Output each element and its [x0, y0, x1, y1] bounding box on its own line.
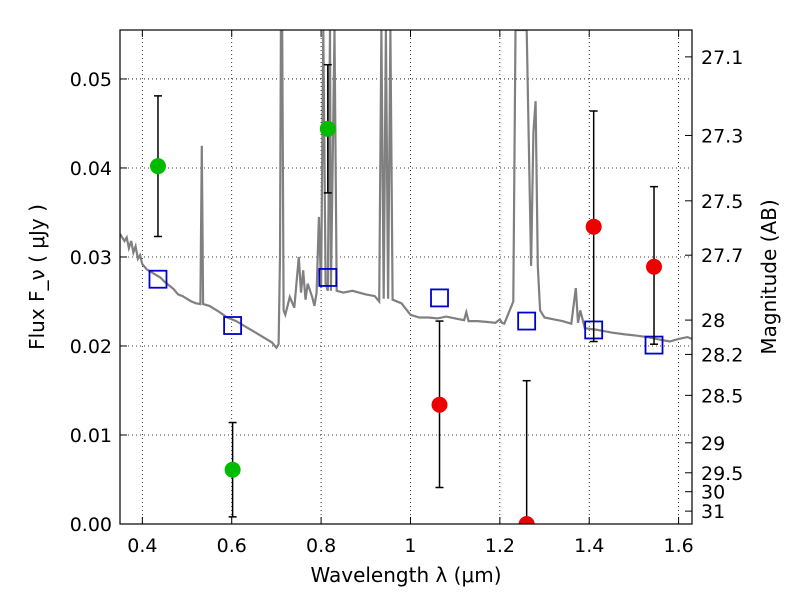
photometry-point	[646, 258, 663, 275]
y-tick-label: 0.00	[70, 514, 112, 536]
x-tick-label: 0.8	[306, 535, 336, 557]
magnitude-tick-label: 30	[701, 482, 725, 504]
magnitude-tick-label: 31	[701, 501, 725, 523]
x-axis-label: Wavelength λ (μm)	[310, 563, 501, 587]
magnitude-tick-label: 27.5	[701, 191, 743, 213]
x-tick-label: 0.6	[217, 535, 247, 557]
model-photometry-square	[430, 288, 449, 308]
model-photometry-square	[223, 316, 243, 335]
model-photometry-square	[517, 311, 537, 331]
x-tick-label: 1.2	[485, 535, 515, 557]
y-tick-label: 0.05	[70, 69, 112, 91]
photometry-points	[149, 120, 663, 524]
plot-frame	[119, 29, 693, 525]
model-photometry-square	[148, 269, 168, 289]
magnitude-tick-label: 28.2	[701, 344, 743, 366]
model-photometry-square	[318, 268, 338, 287]
photometry-point	[518, 516, 535, 524]
photometry-point	[224, 461, 241, 478]
x-tick-label: 1	[404, 535, 416, 557]
y-tick-label: 0.03	[70, 247, 112, 269]
model-spectrum-line	[120, 30, 692, 350]
magnitude-tick-label: 27.7	[701, 245, 743, 267]
magnitude-tick-label: 27.1	[701, 47, 743, 69]
y-axis-ticks: 0.00 0.01 0.02 0.03 0.04 0.05	[70, 69, 127, 536]
magnitude-tick-label: 29.5	[701, 463, 743, 485]
magnitude-axis-label: Magnitude (AB)	[757, 199, 781, 354]
photometry-point	[431, 396, 448, 413]
x-tick-label: 1.6	[663, 535, 693, 557]
x-axis-ticks: 0.4 0.6 0.8 1 1.2 1.4 1.6	[127, 30, 694, 557]
y-tick-label: 0.01	[70, 425, 112, 447]
photometry-point	[149, 158, 166, 175]
magnitude-tick-label: 29	[701, 433, 725, 455]
x-tick-label: 1.4	[574, 535, 604, 557]
magnitude-tick-label: 28	[701, 310, 725, 332]
plot-area	[120, 30, 692, 524]
photometry-point	[319, 120, 336, 137]
y-axis-label: Flux F_ν ( μJy )	[25, 204, 49, 350]
y-tick-label: 0.02	[70, 336, 112, 358]
x-tick-label: 0.4	[127, 535, 157, 557]
y-tick-label: 0.04	[70, 158, 112, 180]
magnitude-tick-label: 27.3	[701, 125, 743, 147]
magnitude-tick-label: 28.5	[701, 385, 743, 407]
photometry-point	[585, 218, 602, 235]
